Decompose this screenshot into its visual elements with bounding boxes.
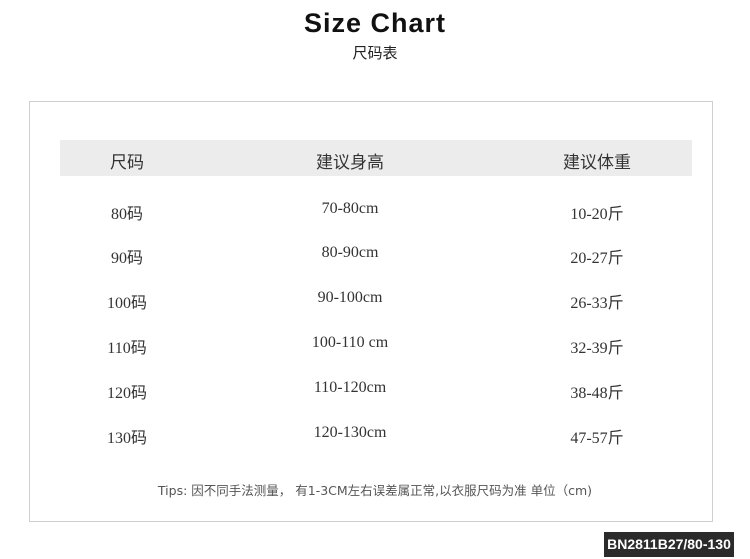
cell-size: 130码 — [106, 430, 148, 447]
cell-weight: 47-57斤 — [570, 430, 624, 447]
cell-height: 120-130cm — [313, 424, 387, 441]
cell-size: 110码 — [107, 340, 147, 357]
product-code-label: BN2811B27/80-130 — [604, 532, 734, 557]
cell-size: 100码 — [106, 295, 148, 312]
cell-size: 90码 — [110, 250, 144, 267]
cell-weight: 10-20斤 — [570, 206, 624, 223]
table-header-row — [60, 140, 692, 176]
cell-size: 80码 — [110, 206, 144, 223]
cell-height: 80-90cm — [321, 244, 379, 261]
header-weight: 建议体重 — [563, 153, 631, 173]
header-size: 尺码 — [110, 153, 144, 173]
page-title: Size Chart — [303, 8, 447, 38]
cell-weight: 32-39斤 — [570, 340, 624, 357]
tips-note: Tips: 因不同手法测量， 有1-3CM左右误差属正常,以衣服尺码为准 单位（… — [157, 483, 593, 498]
page-subtitle: 尺码表 — [352, 44, 398, 62]
cell-weight: 26-33斤 — [570, 295, 624, 312]
cell-size: 120码 — [106, 385, 148, 402]
cell-height: 90-100cm — [317, 289, 383, 306]
cell-height: 100-110 cm — [311, 334, 389, 351]
header-height: 建议身高 — [316, 153, 384, 173]
cell-weight: 38-48斤 — [570, 385, 624, 402]
cell-weight: 20-27斤 — [570, 250, 624, 267]
cell-height: 70-80cm — [321, 200, 379, 217]
cell-height: 110-120cm — [313, 379, 387, 396]
